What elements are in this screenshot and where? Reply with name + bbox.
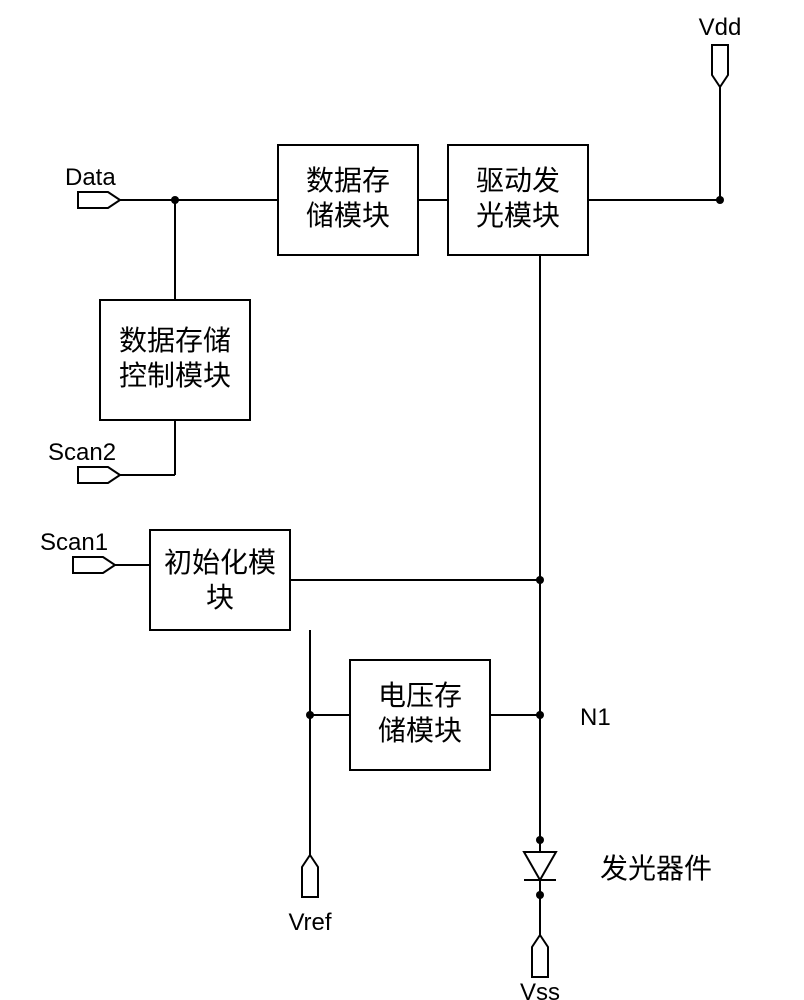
port-scan2-label: Scan2 xyxy=(48,439,116,466)
port-scan1: Scan1 xyxy=(40,529,115,573)
box-init: 初始化模 块 xyxy=(150,530,290,630)
led-diode xyxy=(524,840,556,895)
node-data-branch xyxy=(171,196,179,204)
box-data-storage: 数据存 储模块 xyxy=(278,145,418,255)
port-scan1-label: Scan1 xyxy=(40,529,108,556)
box-init-line1: 初始化模 xyxy=(164,547,276,578)
box-drive-emit: 驱动发 光模块 xyxy=(448,145,588,255)
box-vstore-line2: 储模块 xyxy=(378,715,462,746)
box-ctrl-line2: 控制模块 xyxy=(119,360,231,391)
port-scan2: Scan2 xyxy=(48,439,120,483)
label-led: 发光器件 xyxy=(600,853,712,884)
box-voltage-storage: 电压存 储模块 xyxy=(350,660,490,770)
box-ctrl-line1: 数据存储 xyxy=(119,325,231,356)
port-vss: Vss xyxy=(520,935,560,1000)
label-n1: N1 xyxy=(580,704,611,731)
box-data-storage-line2: 储模块 xyxy=(306,200,390,231)
port-vref-label: Vref xyxy=(288,909,331,936)
box-drive-emit-line2: 光模块 xyxy=(476,200,560,231)
port-vdd: Vdd xyxy=(699,14,742,87)
port-vdd-label: Vdd xyxy=(699,14,742,41)
box-init-line2: 块 xyxy=(206,582,234,613)
node-vdd xyxy=(716,196,724,204)
box-data-store-ctrl: 数据存储 控制模块 xyxy=(100,300,250,420)
port-data: Data xyxy=(65,164,120,208)
box-vstore-line1: 电压存 xyxy=(378,680,462,711)
box-data-storage-line1: 数据存 xyxy=(306,165,390,196)
circuit-diagram: 数据存 储模块 驱动发 光模块 数据存储 控制模块 初始化模 块 电压存 储模块… xyxy=(0,0,804,1000)
box-drive-emit-line1: 驱动发 xyxy=(476,165,560,196)
port-vref: Vref xyxy=(288,855,331,936)
node-drive-out xyxy=(536,576,544,584)
node-n1 xyxy=(536,711,544,719)
port-vss-label: Vss xyxy=(520,979,560,1000)
port-data-label: Data xyxy=(65,164,116,191)
node-vref xyxy=(306,711,314,719)
